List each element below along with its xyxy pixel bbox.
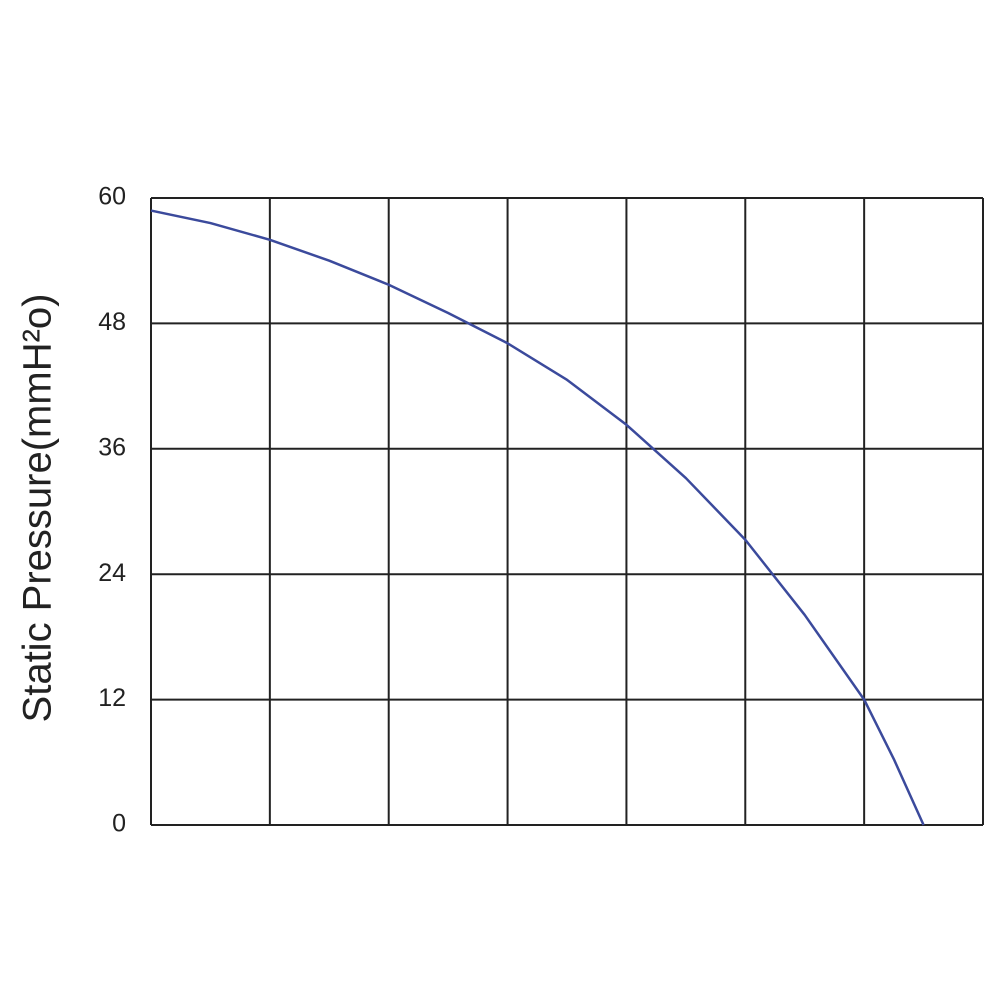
y-tick-label: 60 xyxy=(98,183,126,211)
line-series xyxy=(150,209,925,826)
y-tick-label: 36 xyxy=(98,433,126,461)
y-tick-label: 48 xyxy=(98,308,126,336)
y-tick-label: 24 xyxy=(98,559,126,587)
y-tick-label: 12 xyxy=(98,684,126,712)
y-axis-title: Static Pressure(mmH²o) xyxy=(16,294,60,723)
y-tick-label: 0 xyxy=(112,810,126,838)
